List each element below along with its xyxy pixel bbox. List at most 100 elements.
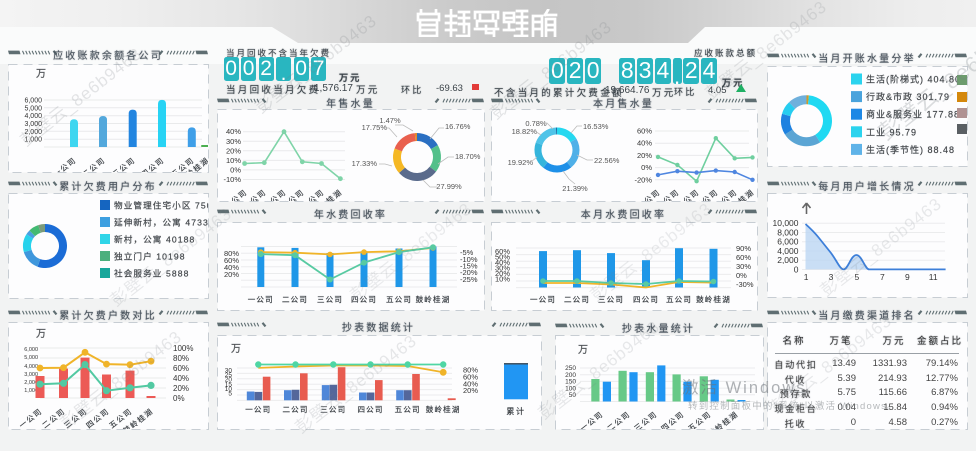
- svg-text:二公司: 二公司: [282, 405, 308, 414]
- svg-text:物业管理住宅小区 7504: 物业管理住宅小区 7504: [114, 200, 208, 211]
- svg-text:一公司: 一公司: [635, 187, 662, 201]
- svg-text:60%: 60%: [173, 364, 189, 373]
- svg-text:9: 9: [905, 272, 910, 282]
- svg-text:-15%: -15%: [460, 262, 478, 271]
- svg-text:行政&市政 301.79: 行政&市政 301.79: [866, 91, 950, 102]
- svg-text:一公司: 一公司: [51, 155, 78, 172]
- svg-text:-5%: -5%: [460, 248, 474, 257]
- svg-text:10: 10: [225, 386, 233, 393]
- svg-text:万: 万: [36, 69, 48, 80]
- svg-text:17.75%: 17.75%: [362, 123, 388, 132]
- svg-text:0%: 0%: [641, 163, 652, 172]
- svg-text:累计: 累计: [506, 406, 525, 416]
- svg-text:20: 20: [225, 377, 233, 384]
- svg-text:19.92%: 19.92%: [508, 158, 534, 167]
- svg-text:60%: 60%: [637, 127, 652, 136]
- svg-text:2,000: 2,000: [24, 380, 38, 386]
- svg-text:三公司: 三公司: [317, 295, 343, 304]
- svg-text:18.70%: 18.70%: [455, 152, 481, 161]
- svg-text:0%: 0%: [736, 271, 747, 280]
- svg-text:-10%: -10%: [460, 255, 478, 264]
- svg-text:一公司: 一公司: [578, 409, 605, 429]
- svg-text:5: 5: [855, 272, 860, 282]
- svg-text:生活(季节性) 88.48: 生活(季节性) 88.48: [866, 144, 955, 155]
- svg-text:-30%: -30%: [736, 280, 754, 289]
- svg-text:二公司: 二公司: [605, 409, 632, 429]
- svg-text:21.39%: 21.39%: [562, 184, 588, 193]
- svg-text:-10%: -10%: [223, 175, 241, 184]
- svg-text:独立门户 10198: 独立门户 10198: [114, 251, 186, 262]
- svg-text:100%: 100%: [173, 344, 193, 353]
- svg-text:0: 0: [794, 264, 799, 274]
- svg-text:0%: 0%: [230, 165, 241, 174]
- svg-text:20%: 20%: [173, 384, 189, 393]
- svg-text:三公司: 三公司: [110, 155, 137, 172]
- svg-text:22.56%: 22.56%: [594, 156, 620, 165]
- svg-text:一公司: 一公司: [530, 295, 556, 304]
- svg-text:5,000: 5,000: [24, 355, 38, 361]
- svg-text:25: 25: [225, 372, 233, 379]
- svg-text:100: 100: [565, 385, 576, 392]
- svg-text:6,000: 6,000: [777, 237, 799, 247]
- svg-text:二公司: 二公司: [564, 295, 590, 304]
- svg-text:1.47%: 1.47%: [379, 116, 401, 125]
- svg-text:1: 1: [804, 272, 809, 282]
- svg-text:6,000: 6,000: [24, 98, 42, 105]
- svg-text:4,000: 4,000: [777, 246, 799, 256]
- svg-text:11: 11: [929, 272, 938, 282]
- svg-text:五公司: 五公司: [686, 409, 713, 429]
- svg-text:四公司: 四公司: [139, 155, 166, 172]
- svg-text:30%: 30%: [226, 137, 241, 146]
- svg-text:16.76%: 16.76%: [445, 122, 471, 131]
- svg-text:5,000: 5,000: [24, 105, 42, 112]
- svg-text:五公司: 五公司: [386, 295, 412, 304]
- svg-text:-25%: -25%: [460, 275, 478, 284]
- svg-text:四公司: 四公司: [659, 409, 686, 429]
- svg-text:三公司: 三公司: [320, 405, 346, 414]
- svg-text:万: 万: [36, 329, 48, 340]
- svg-text:1,000: 1,000: [24, 137, 42, 144]
- svg-text:40%: 40%: [637, 139, 652, 148]
- svg-text:60%: 60%: [463, 372, 478, 381]
- svg-text:10%: 10%: [226, 156, 241, 165]
- svg-text:20%: 20%: [463, 386, 478, 395]
- svg-text:250: 250: [565, 365, 576, 372]
- svg-text:2,000: 2,000: [24, 129, 42, 136]
- svg-text:鼓岭桂湖: 鼓岭桂湖: [416, 294, 451, 304]
- svg-text:社会服务业 5888: 社会服务业 5888: [114, 268, 189, 279]
- svg-text:200: 200: [565, 372, 576, 379]
- svg-text:6,000: 6,000: [24, 347, 38, 353]
- svg-text:40%: 40%: [495, 258, 510, 267]
- svg-text:一公司: 一公司: [248, 295, 274, 304]
- svg-text:-20%: -20%: [634, 175, 652, 184]
- svg-text:90%: 90%: [736, 244, 751, 253]
- svg-text:16.53%: 16.53%: [583, 122, 609, 131]
- svg-text:18.82%: 18.82%: [512, 127, 538, 136]
- svg-text:30%: 30%: [736, 262, 751, 271]
- svg-text:4,000: 4,000: [24, 113, 42, 120]
- svg-text:40%: 40%: [173, 374, 189, 383]
- svg-text:鼓岭桂湖: 鼓岭桂湖: [696, 294, 731, 304]
- svg-text:17.33%: 17.33%: [352, 159, 378, 168]
- svg-text:40%: 40%: [226, 127, 241, 136]
- svg-text:四公司: 四公司: [357, 405, 383, 414]
- svg-text:10,000: 10,000: [773, 218, 799, 228]
- svg-text:60%: 60%: [224, 256, 239, 265]
- svg-text:150: 150: [565, 379, 576, 386]
- svg-text:0.78%: 0.78%: [525, 119, 547, 128]
- svg-text:1,000: 1,000: [24, 388, 38, 394]
- svg-text:27.99%: 27.99%: [436, 182, 462, 191]
- svg-text:15: 15: [225, 381, 233, 388]
- svg-text:五公司: 五公司: [666, 295, 692, 304]
- svg-text:80%: 80%: [173, 354, 189, 363]
- svg-text:20%: 20%: [226, 146, 241, 155]
- svg-text:万: 万: [578, 345, 590, 356]
- svg-text:4,000: 4,000: [24, 364, 38, 370]
- svg-text:新村，公寓 40188: 新村，公寓 40188: [114, 234, 195, 245]
- svg-text:3,000: 3,000: [24, 372, 38, 378]
- svg-text:20%: 20%: [224, 270, 239, 279]
- svg-text:3: 3: [829, 272, 834, 282]
- svg-text:60%: 60%: [495, 247, 510, 256]
- svg-text:四公司: 四公司: [351, 295, 377, 304]
- svg-text:20%: 20%: [495, 269, 510, 278]
